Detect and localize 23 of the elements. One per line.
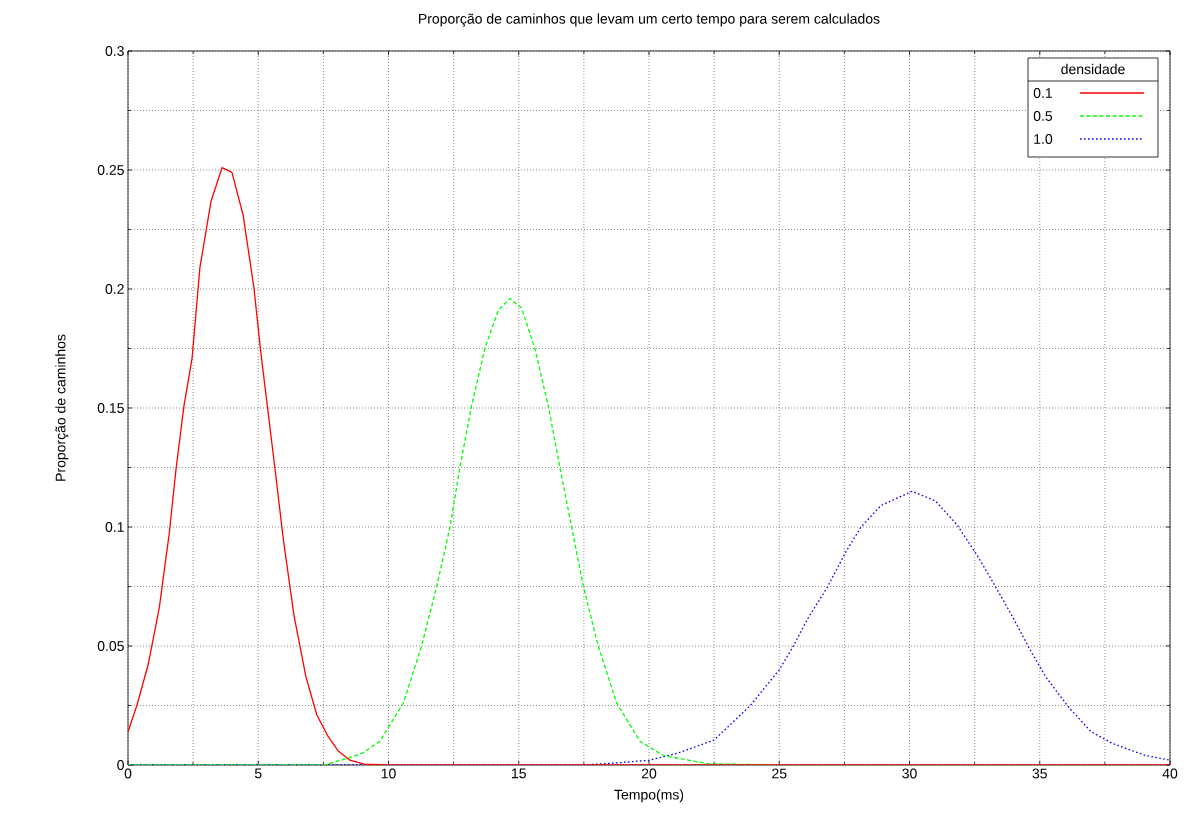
y-tick-label: 0.2	[105, 284, 124, 294]
legend-label: 0.1	[1033, 88, 1052, 98]
x-tick-label: 5	[254, 768, 262, 779]
x-tick-label: 30	[902, 768, 917, 779]
legend-title: densidade	[1061, 63, 1125, 75]
x-tick-label: 15	[512, 768, 526, 779]
legend-label: 1.0	[1034, 134, 1053, 144]
y-tick-label: 0.05	[97, 641, 124, 651]
x-tick-label: 0	[124, 768, 132, 779]
y-axis-title: Proporção de caminhos	[55, 334, 69, 481]
legend-label: 0.5	[1033, 111, 1053, 121]
x-tick-label: 35	[1032, 768, 1047, 779]
x-tick-label: 40	[1162, 768, 1178, 779]
y-tick-label: 0.1	[105, 522, 124, 532]
y-tick-label: 0.3	[105, 46, 124, 56]
y-tick-label: 0	[117, 760, 124, 770]
x-tick-label: 20	[641, 768, 657, 779]
x-axis-title: Tempo(ms)	[614, 789, 684, 803]
x-tick-label: 25	[772, 768, 787, 779]
y-tick-label: 0.15	[97, 403, 124, 413]
chart-title: Proporção de caminhos que levam um certo tempo para serem calculados	[419, 13, 880, 27]
y-tick-label: 0.25	[97, 165, 124, 175]
x-tick-label: 10	[381, 768, 396, 779]
